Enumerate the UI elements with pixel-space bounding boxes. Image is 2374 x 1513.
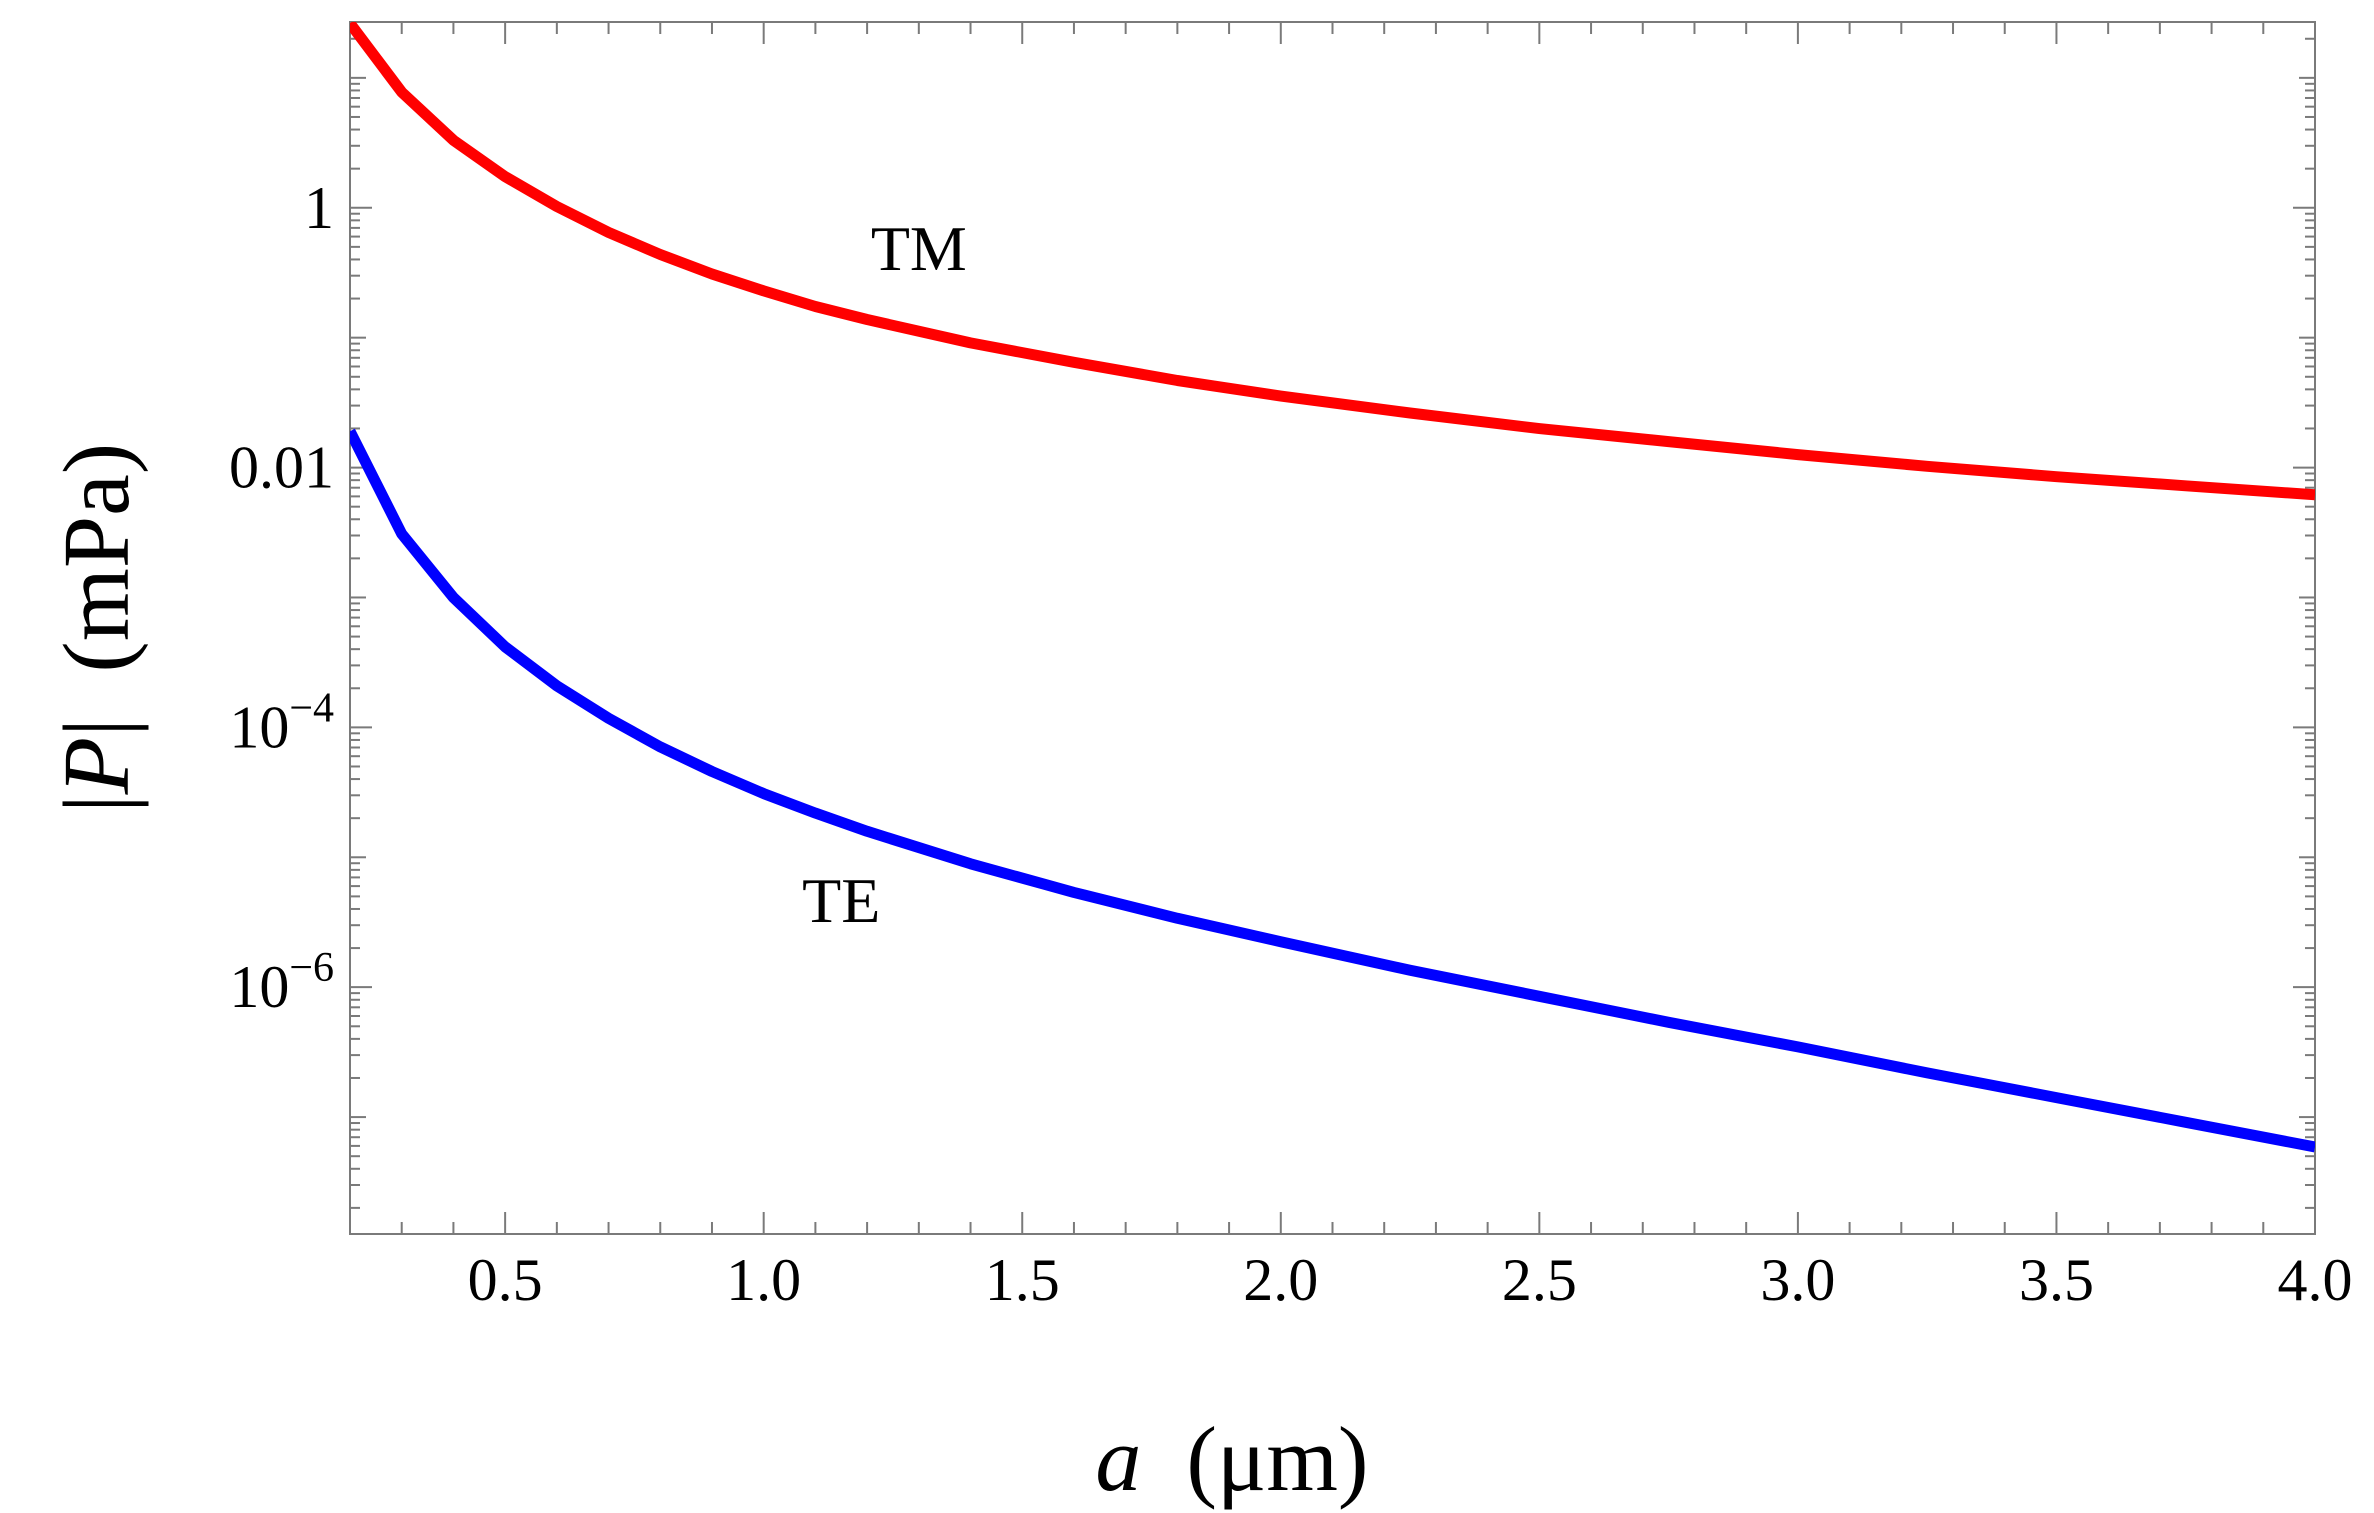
x-axis-variable: a xyxy=(1095,1408,1141,1510)
y-axis-label-group: |P| (mPa) xyxy=(45,443,149,813)
y-tick-label: 10−6 xyxy=(229,945,334,1020)
x-tick-label: 3.0 xyxy=(1760,1247,1835,1313)
y-tick-base: 0.01 xyxy=(229,435,334,501)
series-line-tm xyxy=(350,22,2315,501)
series-label-te: TE xyxy=(802,865,880,936)
x-axis-label: a (μm) xyxy=(1095,1408,1368,1510)
y-tick-base: 10 xyxy=(229,694,289,760)
y-tick-label: 1 xyxy=(304,175,334,241)
y-axis-bar-left: | xyxy=(45,794,149,813)
y-axis-bar-right: | xyxy=(45,718,149,737)
plot-frame xyxy=(349,21,2316,1235)
y-tick-label: 0.01 xyxy=(229,435,334,501)
x-tick-label: 2.5 xyxy=(1502,1247,1577,1313)
y-axis-label: |P| (mPa) xyxy=(45,443,149,813)
x-tick-label: 0.5 xyxy=(468,1247,543,1313)
y-tick-exponent: −4 xyxy=(289,685,334,731)
y-axis-variable: P xyxy=(45,737,149,795)
series-label-tm: TM xyxy=(871,213,967,284)
x-tick-label: 1.5 xyxy=(985,1247,1060,1313)
y-tick-base: 10 xyxy=(229,954,289,1020)
y-tick-base: 1 xyxy=(304,175,334,241)
x-tick-label: 2.0 xyxy=(1243,1247,1318,1313)
major-ticks xyxy=(350,22,2316,1234)
annotations: TM TE xyxy=(802,213,967,936)
x-tick-label: 4.0 xyxy=(2278,1247,2353,1313)
series-line-te xyxy=(350,428,2315,1153)
x-tick-label: 3.5 xyxy=(2019,1247,2094,1313)
x-tick-labels: 0.5 1.0 1.5 2.0 2.5 3.0 3.5 4.0 xyxy=(468,1247,2353,1313)
series-group xyxy=(350,22,2315,1153)
x-tick-label: 1.0 xyxy=(726,1247,801,1313)
y-tick-label: 10−4 xyxy=(229,685,334,760)
y-tick-exponent: −6 xyxy=(289,945,334,991)
minor-ticks xyxy=(349,22,2315,1234)
y-axis-unit: (mPa) xyxy=(45,443,149,673)
x-axis-unit: (μm) xyxy=(1186,1408,1368,1510)
